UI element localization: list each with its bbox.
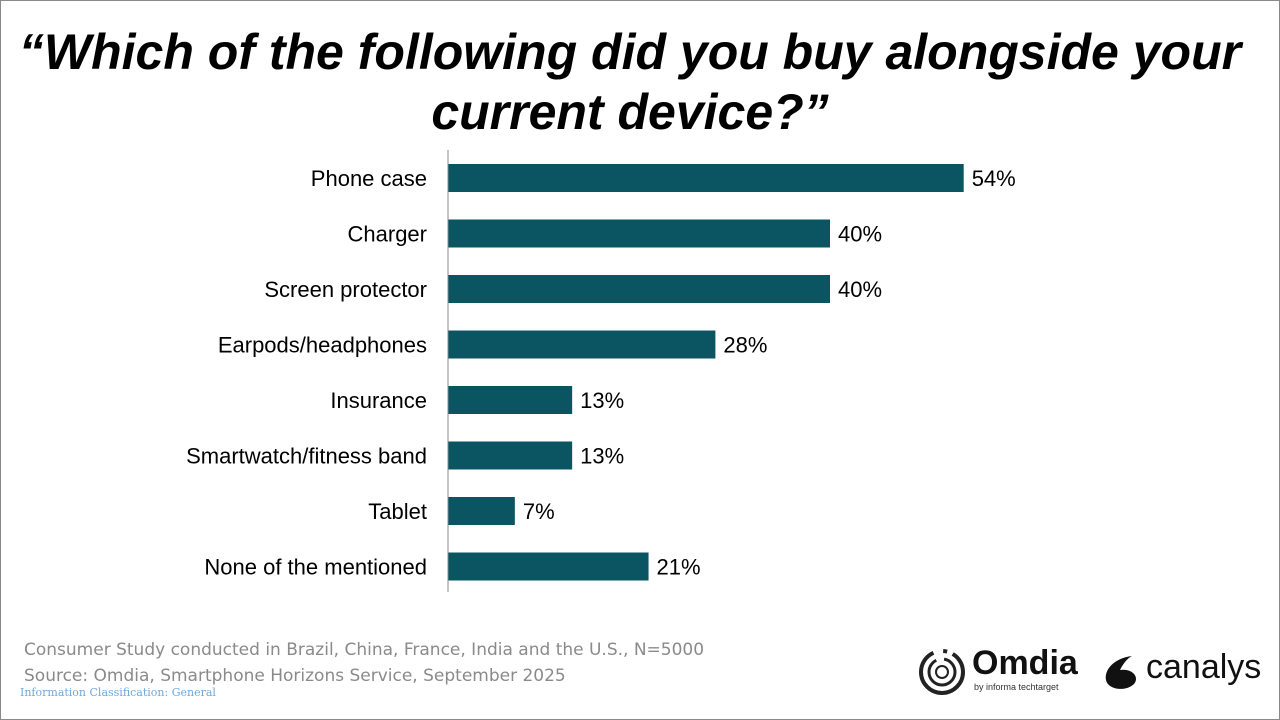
category-label: Charger — [348, 222, 427, 247]
category-label: Screen protector — [264, 277, 427, 302]
title-line-1: “Which of the following did you buy alon… — [18, 24, 1242, 80]
omdia-logo: Omdia by informa techtarget — [918, 644, 1078, 701]
category-label: Earpods/headphones — [218, 333, 427, 358]
classification-label: Information Classification: General — [20, 686, 216, 699]
canalys-swoosh-icon — [1105, 656, 1137, 689]
canalys-logo: canalys — [1102, 648, 1261, 697]
chart-title: “Which of the following did you buy alon… — [0, 22, 1260, 142]
data-label: 28% — [723, 333, 767, 358]
data-label: 13% — [580, 444, 624, 469]
bar — [448, 497, 515, 525]
category-label: Phone case — [311, 166, 427, 191]
omdia-ring-icon — [919, 649, 965, 695]
bar — [448, 386, 573, 414]
data-label: 21% — [657, 555, 701, 580]
bar — [448, 441, 573, 470]
bar — [448, 275, 830, 303]
footer-source: Source: Omdia, Smartphone Horizons Servi… — [24, 666, 566, 686]
data-label: 40% — [838, 222, 882, 247]
data-label: 54% — [972, 166, 1016, 191]
title-line-2: current device?” — [431, 84, 829, 140]
footer-note: Consumer Study conducted in Brazil, Chin… — [24, 640, 705, 660]
category-label: Tablet — [368, 499, 427, 524]
category-label: Insurance — [330, 388, 427, 413]
data-label: 13% — [580, 388, 624, 413]
bar — [448, 164, 964, 192]
bar — [448, 219, 830, 248]
omdia-subtitle: by informa techtarget — [974, 682, 1059, 692]
bar — [448, 330, 716, 359]
category-label: None of the mentioned — [204, 555, 427, 580]
bar — [448, 552, 649, 581]
data-label: 7% — [523, 499, 555, 524]
omdia-wordmark: Omdia — [972, 644, 1078, 682]
data-label: 40% — [838, 277, 882, 302]
canalys-wordmark: canalys — [1146, 648, 1262, 686]
category-label: Smartwatch/fitness band — [186, 444, 427, 469]
